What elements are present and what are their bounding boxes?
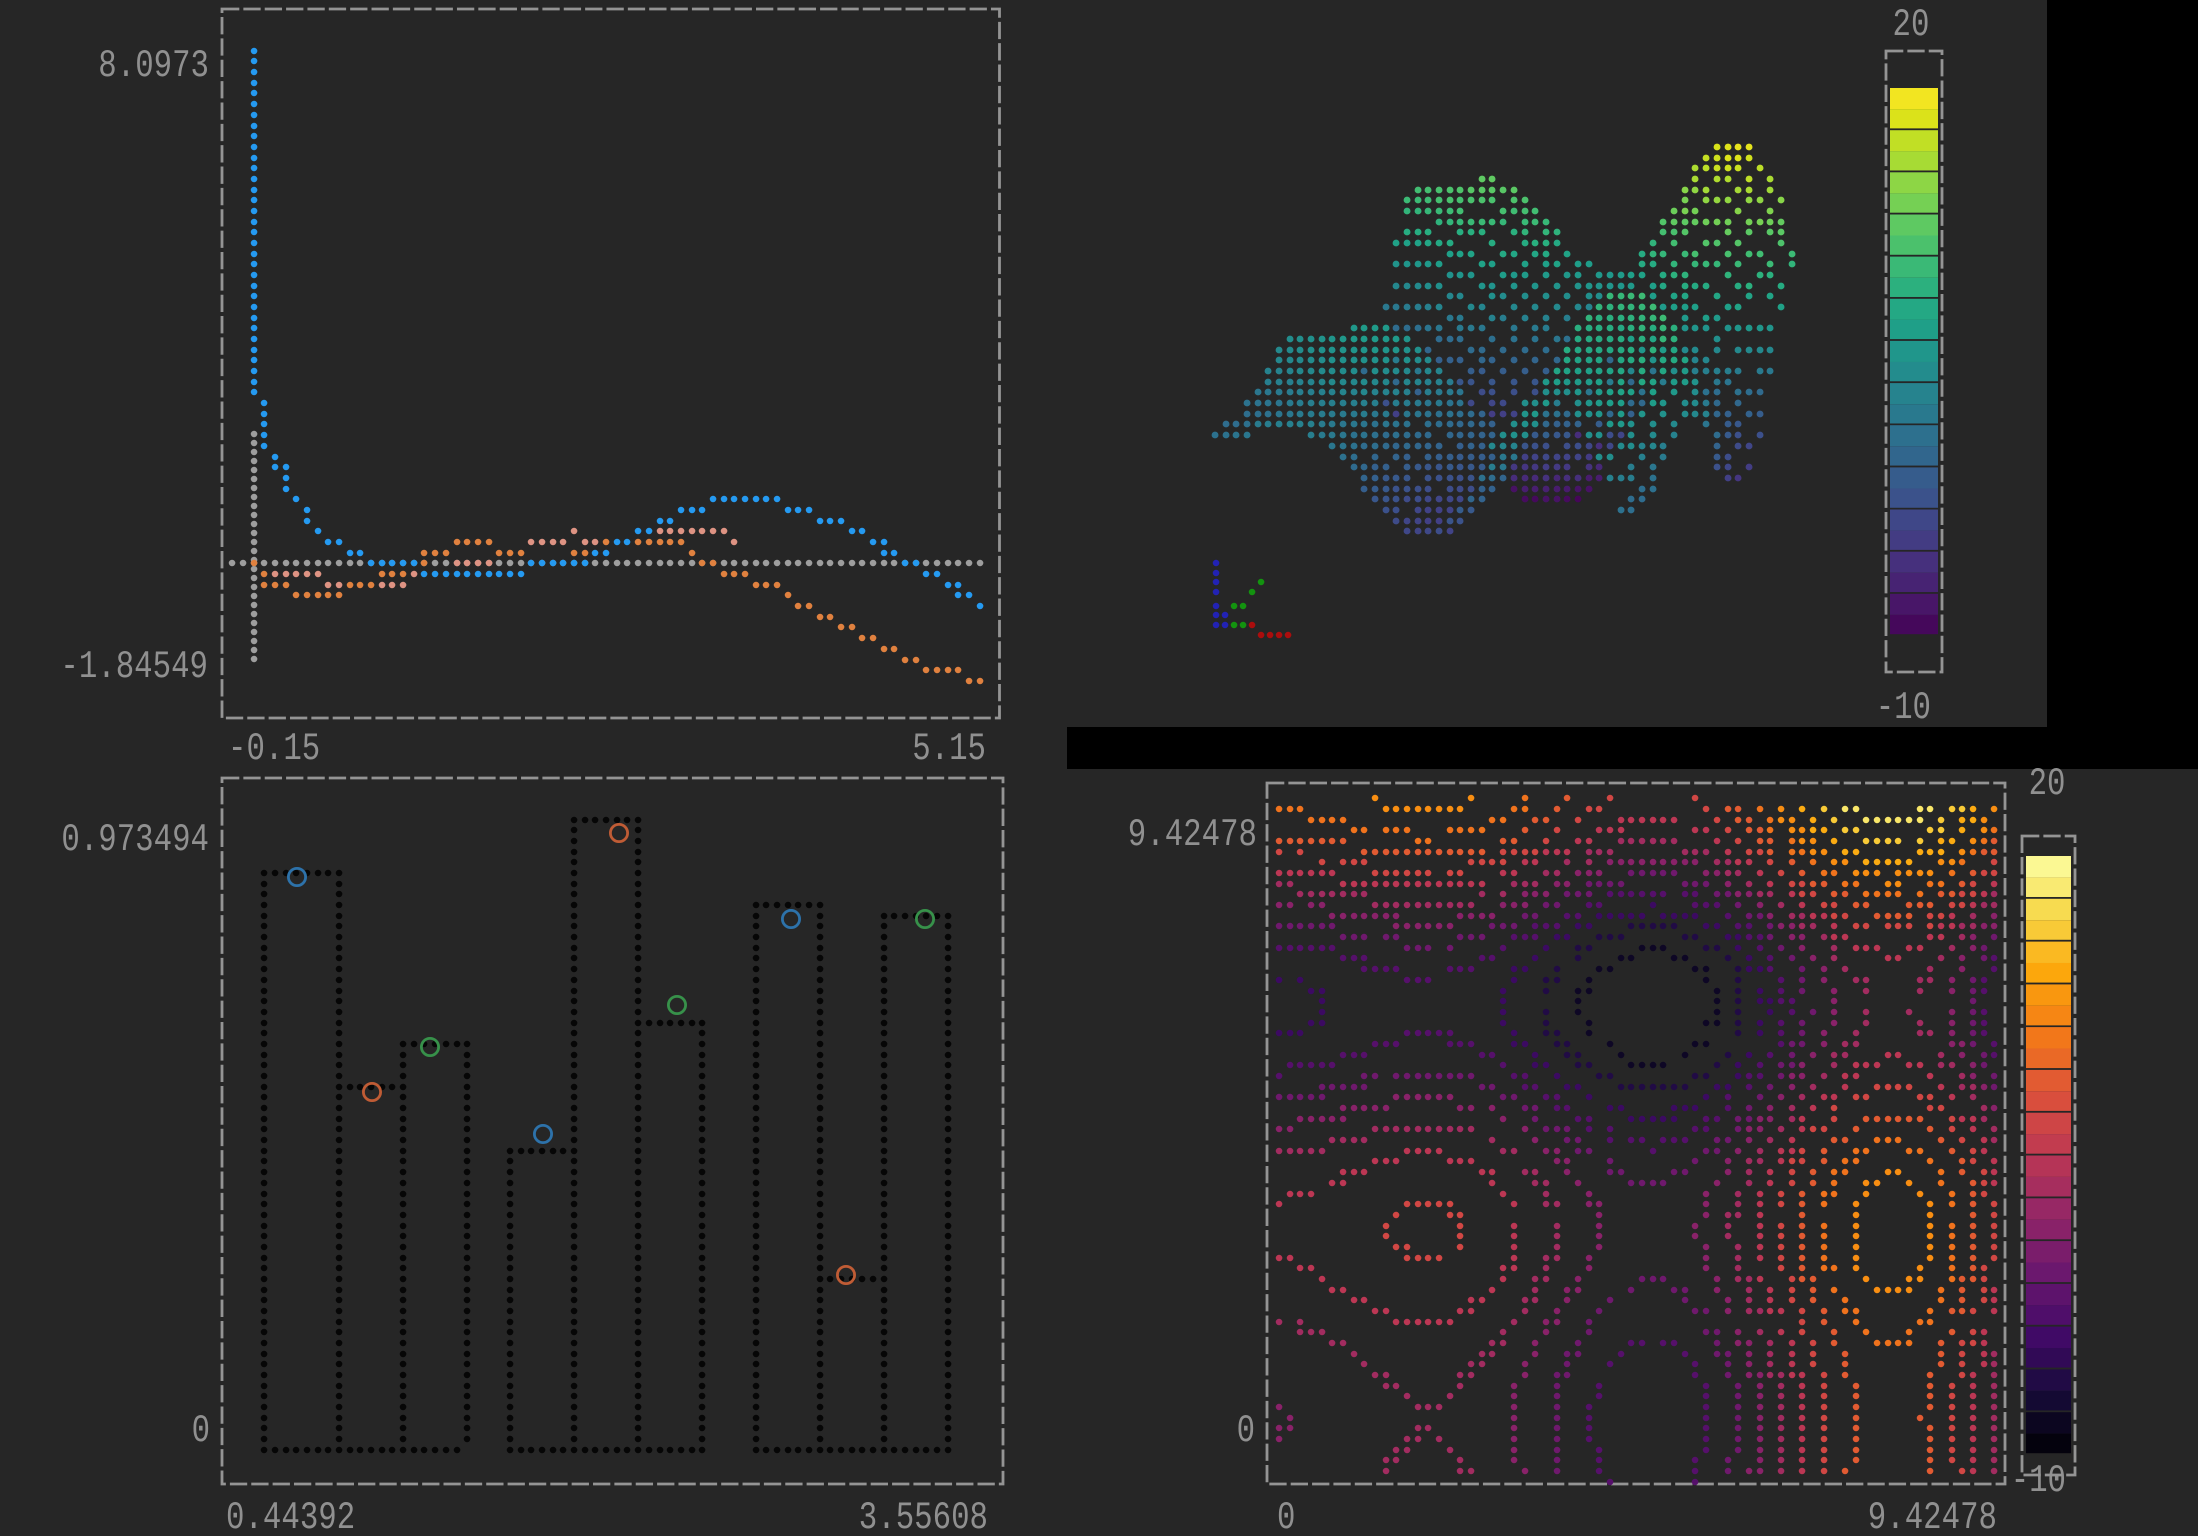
svg-text:9.42478: 9.42478 <box>1868 1496 1997 1536</box>
svg-text:-10: -10 <box>2011 1459 2066 1503</box>
svg-text:0.973494: 0.973494 <box>61 818 209 862</box>
svg-text:5.15: 5.15 <box>912 727 986 771</box>
svg-text:0: 0 <box>1237 1409 1255 1453</box>
svg-text:-1.84549: -1.84549 <box>60 645 208 689</box>
svg-text:-10: -10 <box>1876 686 1931 730</box>
svg-text:20: 20 <box>2029 762 2066 806</box>
svg-text:3.55608: 3.55608 <box>859 1496 988 1536</box>
svg-text:0.44392: 0.44392 <box>226 1496 355 1536</box>
svg-text:20: 20 <box>1893 3 1930 47</box>
svg-text:0: 0 <box>1277 1496 1295 1536</box>
svg-text:8.0973: 8.0973 <box>98 44 209 88</box>
svg-text:9.42478: 9.42478 <box>1128 813 1257 857</box>
svg-text:0: 0 <box>192 1409 210 1453</box>
svg-text:-0.15: -0.15 <box>228 727 320 771</box>
